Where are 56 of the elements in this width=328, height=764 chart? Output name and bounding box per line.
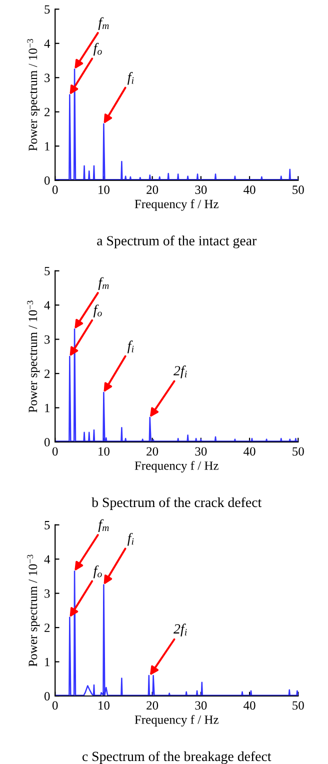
x-axis-title: Frequency f / Hz xyxy=(134,199,218,211)
x-tick-label: 30 xyxy=(195,447,207,456)
annotation: f$_{m}$ xyxy=(98,519,109,532)
x-tick-label: 0 xyxy=(52,186,58,194)
y-axis-title: Power spectrum / 10$^{−3}$ xyxy=(27,39,40,151)
y-axis-title: Power spectrum / 10$^{−3}$ xyxy=(27,300,40,412)
y-tick-label: 3 xyxy=(44,589,50,598)
x-tick-label: 30 xyxy=(195,186,207,194)
y-tick-label: 4 xyxy=(44,301,50,310)
y-tick-label: 2 xyxy=(44,624,50,632)
y-tick-label: 0 xyxy=(44,438,50,446)
text: b Spectrum of the crack defect xyxy=(92,497,262,510)
x-axis-title: Frequency f / Hz xyxy=(134,714,218,726)
x-tick-label: 20 xyxy=(146,186,158,194)
y-tick-label: 2 xyxy=(44,370,50,378)
x-tick-label: 20 xyxy=(146,701,158,710)
text: a Spectrum of the intact gear xyxy=(97,236,257,248)
x-tick-label: 40 xyxy=(244,701,256,710)
y-tick-label: 1 xyxy=(45,404,50,412)
y-tick-label: 3 xyxy=(44,335,50,344)
x-tick-label: 40 xyxy=(244,186,256,194)
y-tick-label: 0 xyxy=(44,692,50,700)
x-tick-label: 30 xyxy=(195,701,207,710)
y-tick-label: 5 xyxy=(44,521,50,530)
annotation: f$_{i}$ xyxy=(127,340,134,354)
x-axis-title: Frequency f / Hz xyxy=(134,460,218,472)
y-tick-label: 2 xyxy=(44,108,50,116)
x-tick-label: 50 xyxy=(292,186,304,194)
text: c Spectrum of the breakage defect xyxy=(82,751,272,764)
y-tick-label: 4 xyxy=(44,555,50,564)
annotation: f$_{o}$ xyxy=(93,42,102,56)
y-tick-label: 1 xyxy=(45,142,50,150)
y-tick-label: 1 xyxy=(45,658,50,666)
x-tick-label: 0 xyxy=(52,447,58,456)
y-tick-label: 5 xyxy=(44,5,50,14)
x-tick-label: 20 xyxy=(146,447,158,456)
y-axis-title: Power spectrum / 10$^{−3}$ xyxy=(27,554,40,667)
y-tick-label: 4 xyxy=(44,40,50,48)
x-tick-label: 50 xyxy=(292,701,304,710)
annotation: f$_{o}$ xyxy=(93,304,102,318)
annotation: f$_{m}$ xyxy=(98,277,109,290)
annotation: 2f$_{i}$ xyxy=(174,366,187,378)
annotation: f$_{o}$ xyxy=(93,565,102,578)
annotation: f$_{i}$ xyxy=(127,72,134,85)
annotation: 2f$_{i}$ xyxy=(174,624,187,636)
x-tick-label: 10 xyxy=(98,701,110,710)
annotation: f$_{m}$ xyxy=(98,17,109,30)
x-tick-label: 0 xyxy=(52,701,58,710)
x-tick-label: 40 xyxy=(244,447,256,456)
y-tick-label: 3 xyxy=(44,74,50,82)
annotation: f$_{i}$ xyxy=(127,532,134,546)
x-tick-label: 50 xyxy=(292,447,304,456)
y-tick-label: 5 xyxy=(44,266,50,276)
x-tick-label: 10 xyxy=(98,186,110,194)
x-tick-label: 10 xyxy=(98,447,110,456)
y-tick-label: 0 xyxy=(44,176,50,185)
